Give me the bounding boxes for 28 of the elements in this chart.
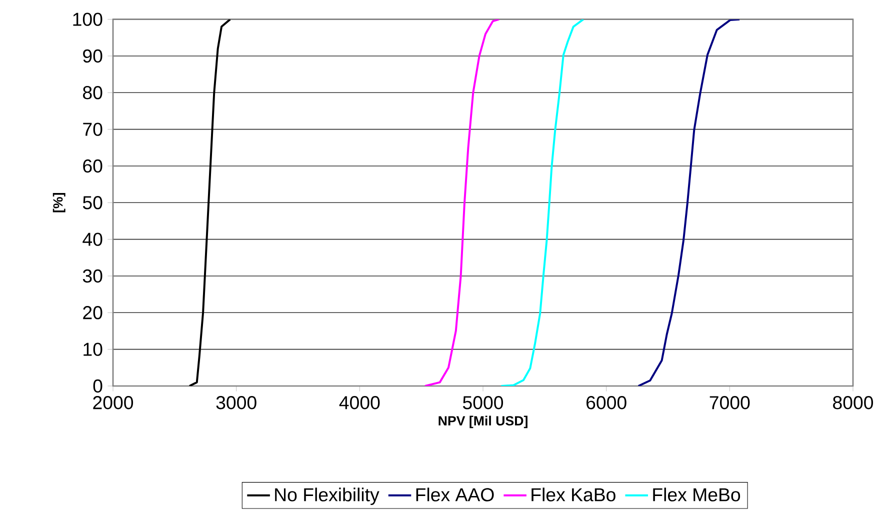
x-tick-label: 2000	[93, 396, 134, 410]
y-axis-title: [%]	[52, 193, 66, 212]
line-series	[500, 19, 584, 386]
y-tick-label: 40	[82, 232, 102, 246]
line-series	[188, 19, 232, 386]
y-tick-label: 60	[83, 159, 102, 173]
x-tick-label: 4000	[339, 396, 380, 410]
x-tick-label: 7000	[710, 396, 750, 410]
y-tick-label: 0	[93, 379, 102, 393]
y-tick-label: 70	[83, 122, 102, 136]
x-tick-label: 5000	[462, 396, 504, 410]
x-tick-label: 6000	[586, 396, 626, 410]
x-tick-label: 8000	[833, 396, 874, 410]
line-series	[424, 19, 500, 386]
x-axis-title: NPV [Mil USD]	[438, 416, 528, 428]
x-tick-label: 3000	[216, 396, 256, 410]
legend-label: Flex AAO	[416, 488, 494, 502]
y-tick-label: 10	[84, 342, 102, 356]
y-tick-label: 30	[82, 269, 102, 283]
y-tick-label: 100	[73, 12, 102, 26]
legend-label: Flex MeBo	[653, 488, 740, 502]
y-tick-label: 90	[83, 49, 102, 63]
legend-label: Flex KaBo	[532, 488, 616, 502]
y-tick-label: 20	[83, 306, 102, 320]
y-tick-label: 80	[83, 86, 102, 100]
legend-label: No Flexibility	[275, 488, 380, 506]
y-tick-label: 50	[82, 196, 102, 210]
line-series	[637, 19, 741, 386]
